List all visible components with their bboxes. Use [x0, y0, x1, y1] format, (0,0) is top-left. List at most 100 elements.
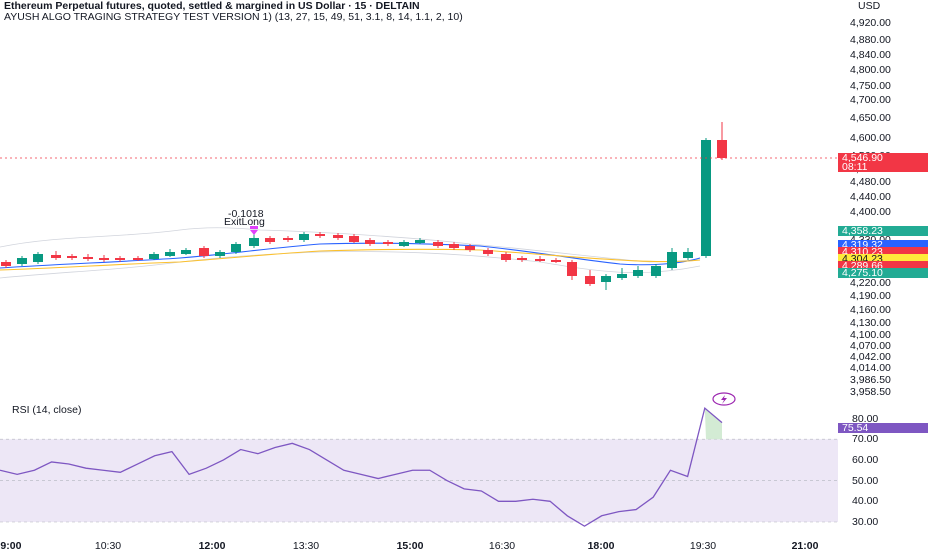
time-tick: 21:00	[791, 540, 819, 552]
rsi-tick: 50.00	[852, 474, 879, 487]
time-tick: 18:00	[587, 540, 615, 552]
price-tick: 4,600.00	[850, 132, 891, 144]
ma-yellow-line	[0, 248, 701, 271]
rsi-overbought-fill	[704, 408, 722, 440]
price-tick: 4,880.00	[850, 34, 891, 46]
price-band	[0, 227, 701, 279]
upper-band	[0, 227, 701, 263]
price-tick: 4,700.00	[850, 94, 891, 106]
price-tick: 4,070.00	[850, 340, 891, 352]
candle-body	[249, 238, 259, 246]
candle-body	[449, 244, 459, 248]
price-tag: 4,319.32	[838, 240, 928, 250]
rsi-tick: 80.00	[852, 412, 879, 425]
candle-body	[315, 234, 325, 236]
time-tick: 10:30	[94, 540, 122, 552]
price-tick: 3,986.50	[850, 374, 891, 386]
candle-body	[149, 254, 159, 259]
alert-icon	[712, 392, 736, 406]
price-tag: 4,546.90	[838, 153, 928, 163]
candles	[1, 122, 727, 290]
rsi-tick: 40.00	[852, 495, 879, 508]
candle-body	[517, 258, 527, 260]
price-tag: 4,275.10	[838, 268, 928, 278]
price-tick: 4,190.00	[850, 290, 891, 302]
candle-body	[165, 252, 175, 256]
candle-body	[199, 248, 209, 256]
candle-body	[51, 255, 61, 258]
rsi-pane	[0, 406, 838, 527]
trade-value: -0.1018	[228, 208, 264, 220]
candle-body	[585, 276, 595, 284]
candle-body	[99, 258, 109, 260]
candle-body	[501, 254, 511, 260]
time-tick: 09:00	[0, 540, 22, 552]
candle-body	[231, 244, 241, 252]
price-tick: 4,480.00	[850, 176, 891, 188]
time-tick: 15:00	[396, 540, 424, 552]
candle-body	[651, 266, 661, 276]
candle-body	[617, 274, 627, 278]
candle-body	[633, 270, 643, 276]
exit-long-label: ExitLong	[224, 216, 265, 228]
candle-body	[717, 140, 727, 158]
candle-body	[399, 242, 409, 246]
candle-body	[483, 250, 493, 254]
candle-body	[567, 262, 577, 276]
candle-body	[299, 234, 309, 240]
rsi-line	[0, 406, 723, 527]
price-tag: 4,304.23	[838, 254, 928, 264]
price-tick: 4,920.00	[850, 17, 891, 29]
candle-body	[349, 236, 359, 242]
rsi-tick: 70.00	[852, 433, 879, 446]
price-tick: 4,400.00	[850, 206, 891, 218]
rsi-tick: 60.00	[852, 453, 879, 466]
price-tick: 4,840.00	[850, 49, 891, 61]
price-tag: 08:11	[838, 162, 928, 172]
candle-body	[1, 262, 11, 266]
exit-long-marker	[250, 226, 258, 235]
price-tick: 4,130.00	[850, 317, 891, 329]
candle-body	[601, 276, 611, 282]
price-tick: 4,014.00	[850, 362, 891, 374]
candle-body	[465, 246, 475, 250]
price-tag: 4,310.23	[838, 247, 928, 257]
time-tick: 16:30	[488, 540, 516, 552]
rsi-current-tag: 75.54	[838, 422, 928, 433]
candle-body	[33, 254, 43, 262]
candle-body	[215, 252, 225, 256]
time-tick: 19:30	[689, 540, 717, 552]
candle-body	[133, 258, 143, 260]
time-tick: 12:00	[198, 540, 226, 552]
candle-body	[283, 238, 293, 240]
rsi-tick: 30.00	[852, 516, 879, 528]
price-tag: 4,358.23	[838, 226, 928, 236]
price-tick: 4,220.00	[850, 277, 891, 289]
price-tick: 4,650.00	[850, 112, 891, 124]
price-tick: 4,750.00	[850, 80, 891, 92]
currency-label: USD	[858, 0, 881, 12]
price-tag: 4,289.66	[838, 261, 928, 271]
candle-body	[333, 235, 343, 238]
candle-body	[265, 238, 275, 242]
price-tick: 4,160.00	[850, 304, 891, 316]
candle-body	[701, 140, 711, 256]
candle-body	[365, 240, 375, 244]
time-tick: 13:30	[292, 540, 320, 552]
candle-body	[67, 256, 77, 258]
candle-body	[667, 252, 677, 268]
candle-body	[415, 240, 425, 243]
moving-averages	[0, 242, 701, 271]
price-tick: 4,800.00	[850, 64, 891, 76]
candle-body	[181, 250, 191, 254]
candle-body	[433, 242, 443, 246]
ma-blue-line	[0, 242, 701, 269]
candle-body	[683, 252, 693, 258]
candle-body	[83, 257, 93, 259]
candle-body	[383, 242, 393, 244]
lower-band	[0, 251, 701, 279]
candle-body	[17, 258, 27, 264]
rsi-title: RSI (14, close)	[12, 404, 82, 416]
candle-body	[535, 259, 545, 261]
